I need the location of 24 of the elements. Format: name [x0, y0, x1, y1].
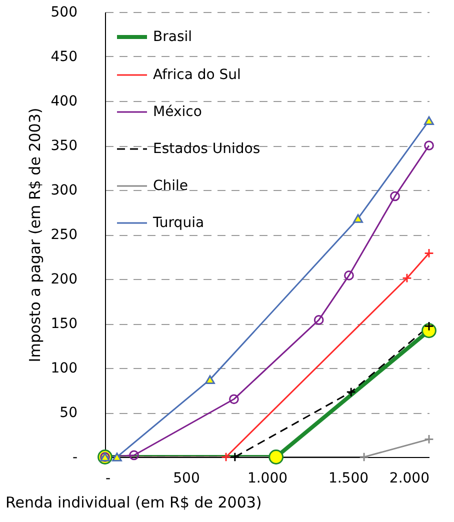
- y-tick-label: 50: [60, 405, 78, 421]
- y-tick-label: 400: [50, 94, 78, 110]
- legend-label: México: [153, 104, 202, 120]
- legend-label: Africa do Sul: [153, 67, 241, 83]
- legend-label: Brasil: [153, 29, 192, 45]
- y-tick-label: 100: [50, 360, 78, 376]
- x-tick-label: 2.000: [389, 470, 430, 486]
- y-tick-label: 500: [50, 4, 78, 20]
- y-tick-label: 200: [50, 272, 78, 288]
- legend-label: Chile: [153, 178, 188, 194]
- x-tick-label: -: [106, 470, 111, 486]
- y-tick-label: 350: [50, 138, 78, 154]
- x-tick-label: 500: [173, 470, 200, 486]
- y-tick-label: -: [72, 450, 78, 466]
- y-tick-label: 250: [50, 227, 78, 243]
- y-axis-title: Imposto a pagar (em R$ de 2003): [26, 108, 44, 362]
- y-tick-label: 450: [50, 49, 78, 65]
- y-tick-label: 150: [50, 316, 78, 332]
- x-tick-label: 1.500: [328, 470, 369, 486]
- y-tick-label: 300: [50, 182, 78, 198]
- legend-label: Turquia: [152, 215, 204, 231]
- x-axis-title: Renda individual (em R$ de 2003): [6, 494, 262, 512]
- x-tick-label: 1.000: [247, 470, 288, 486]
- legend-label: Estados Unidos: [153, 141, 260, 157]
